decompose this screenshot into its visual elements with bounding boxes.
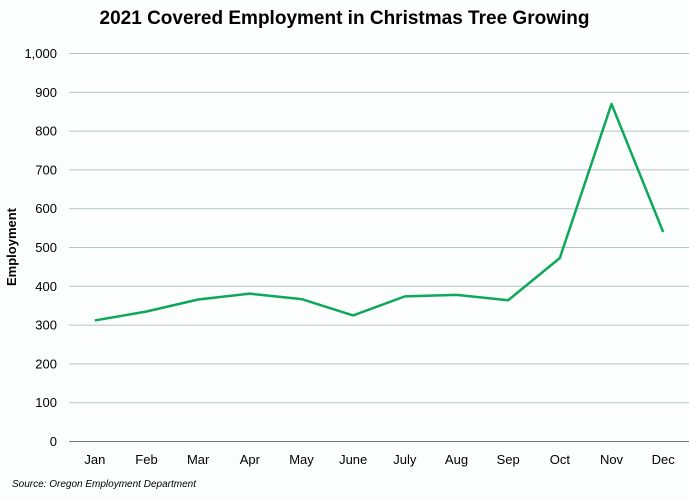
y-tick-label: 200	[35, 356, 57, 371]
y-tick-label: 400	[35, 279, 57, 294]
y-tick-label: 800	[35, 124, 57, 139]
y-tick-label: 500	[35, 240, 57, 255]
y-tick-label: 600	[35, 201, 57, 216]
x-tick-label: Jan	[84, 452, 105, 467]
x-tick-label: Feb	[135, 452, 157, 467]
x-tick-label: Nov	[600, 452, 624, 467]
x-tick-label: Sep	[497, 452, 520, 467]
y-tick-label: 1,000	[24, 46, 57, 61]
y-axis-label: Employment	[4, 207, 19, 286]
y-tick-label: 100	[35, 395, 57, 410]
x-tick-label: Aug	[445, 452, 468, 467]
y-tick-label: 0	[50, 434, 57, 449]
y-tick-label: 700	[35, 162, 57, 177]
y-tick-label: 900	[35, 85, 57, 100]
x-tick-label: June	[339, 452, 367, 467]
x-tick-label: Mar	[187, 452, 210, 467]
chart-title: 2021 Covered Employment in Christmas Tre…	[99, 8, 590, 29]
x-tick-label: Oct	[550, 452, 571, 467]
x-tick-label: Apr	[240, 452, 261, 467]
source-note: Source: Oregon Employment Department	[12, 479, 196, 490]
y-tick-label: 300	[35, 318, 57, 333]
x-tick-label: Dec	[652, 452, 676, 467]
x-tick-label: July	[393, 452, 417, 467]
series-line	[94, 102, 665, 322]
x-tick-label: May	[289, 452, 314, 467]
